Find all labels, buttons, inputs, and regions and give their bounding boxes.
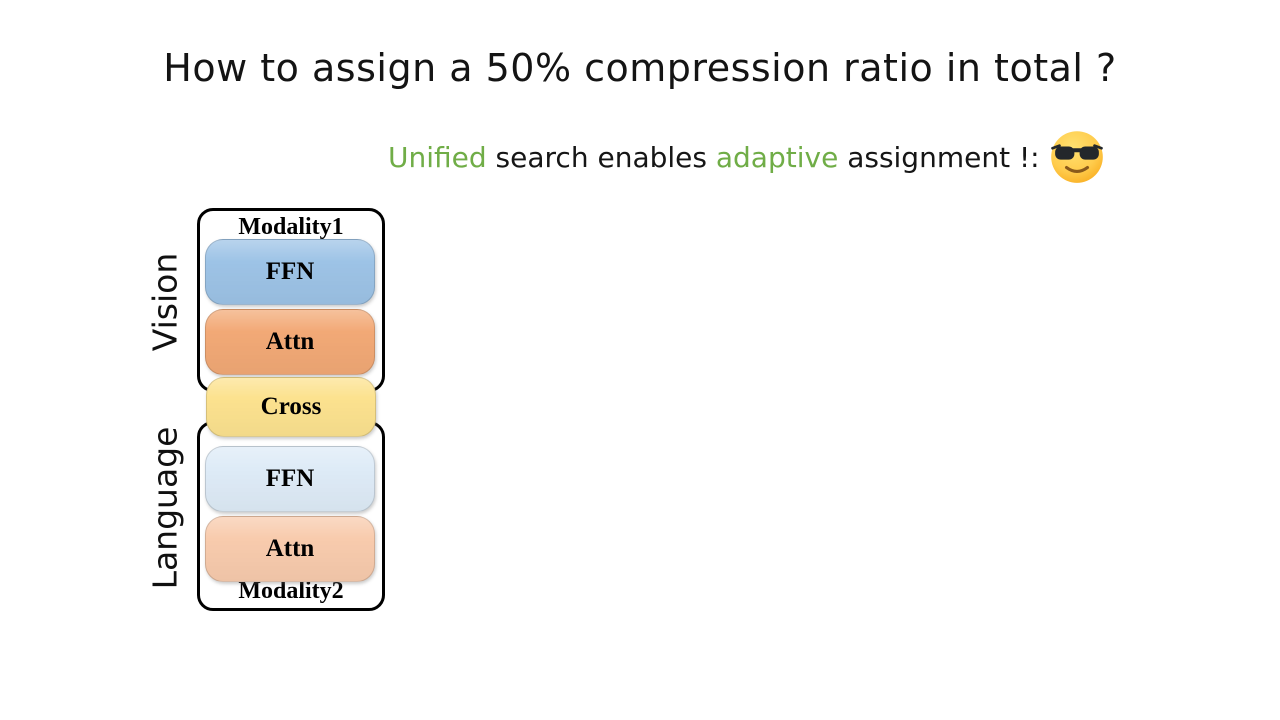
modality1-label: Modality1 bbox=[238, 214, 344, 240]
subtitle: Unified search enables adaptive assignme… bbox=[388, 128, 1105, 186]
ffn-vision-block-label: FFN bbox=[265, 258, 315, 285]
modality2-label: Modality2 bbox=[238, 578, 344, 604]
subtitle-text-1: search enables bbox=[486, 140, 716, 174]
subtitle-text-2: assignment !: bbox=[838, 140, 1040, 174]
ffn-language-block: FFN bbox=[205, 446, 375, 512]
subtitle-highlight-unified: Unified bbox=[388, 140, 487, 174]
vision-axis-label: Vision bbox=[145, 252, 185, 352]
attn-language-block: Attn bbox=[205, 516, 375, 582]
cross-attention-block: Cross bbox=[206, 377, 376, 437]
attn-language-block-label: Attn bbox=[265, 535, 315, 562]
cross-block-label: Cross bbox=[260, 393, 322, 420]
ffn-language-block-label: FFN bbox=[265, 465, 315, 492]
sunglasses-emoji-icon bbox=[1050, 131, 1103, 183]
subtitle-highlight-adaptive: adaptive bbox=[715, 140, 839, 174]
slide-title: How to assign a 50% compression ratio in… bbox=[163, 46, 1117, 90]
attn-vision-block-label: Attn bbox=[265, 328, 315, 355]
ffn-vision-block: FFN bbox=[205, 239, 375, 305]
language-axis-label: Language bbox=[145, 426, 185, 590]
attn-vision-block: Attn bbox=[205, 309, 375, 375]
